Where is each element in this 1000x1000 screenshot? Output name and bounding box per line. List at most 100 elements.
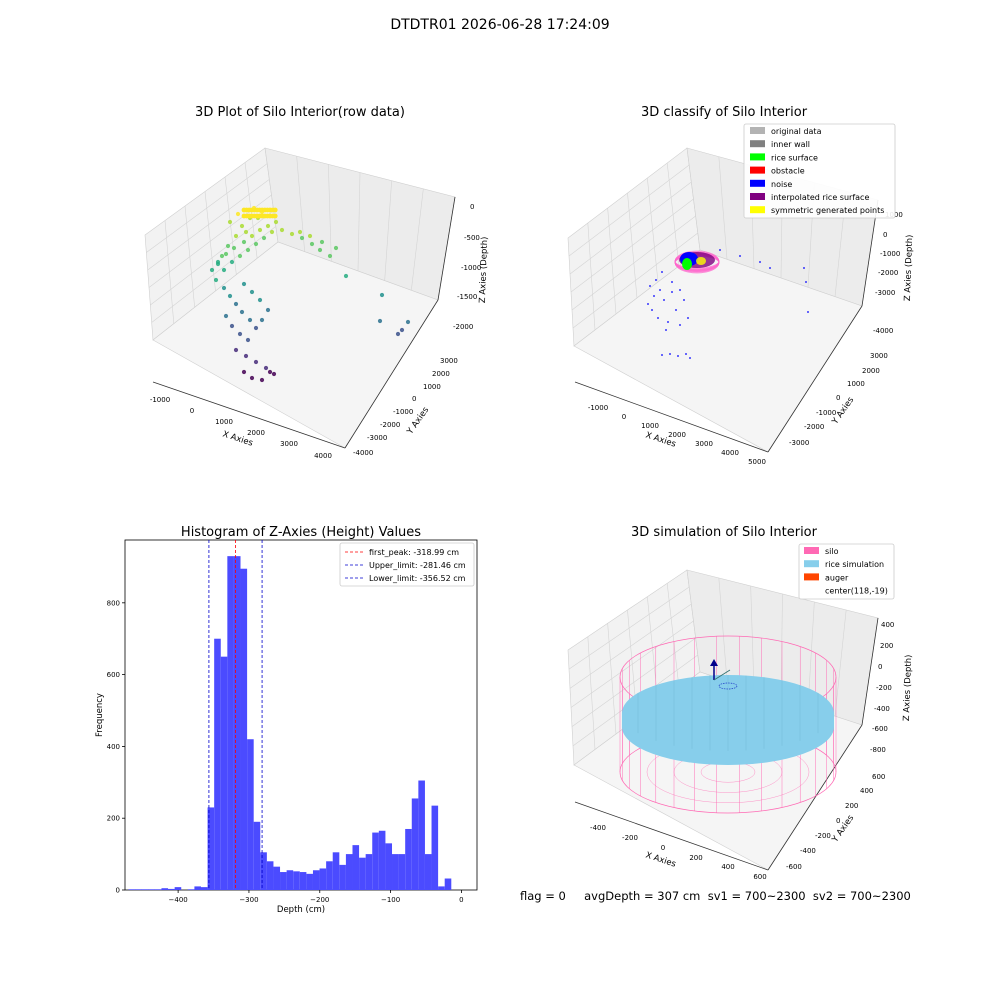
raw-point	[297, 229, 303, 235]
noise-point	[669, 353, 671, 355]
symmetric-ring	[674, 251, 720, 272]
panel1-ytick-6: -3000	[367, 434, 387, 442]
panel4-legend-frame	[798, 543, 895, 600]
raw-point	[272, 207, 278, 213]
panel4-ytick-6: -600	[786, 863, 802, 871]
noise-point	[739, 255, 741, 257]
histogram-bar	[339, 864, 346, 890]
noise-point	[685, 353, 687, 355]
legend-swatch	[750, 179, 765, 187]
noise-point	[759, 261, 761, 263]
legend-swatch	[750, 140, 765, 148]
histogram-bar	[128, 889, 136, 890]
noise-point	[647, 303, 649, 305]
raw-point	[299, 235, 305, 241]
panel2-ytick-6: -3000	[789, 439, 809, 447]
raw-point	[237, 331, 243, 337]
raw-point	[257, 227, 263, 233]
legend-swatch	[750, 153, 765, 161]
legend-label: Lower_limit: -356.52 cm	[369, 574, 466, 583]
legend-label: Upper_limit: -281.46 cm	[369, 561, 466, 570]
noise-point	[679, 324, 681, 326]
legend-label: rice surface	[771, 153, 818, 162]
histogram-bar	[253, 821, 261, 890]
panel4-xtick-3: 200	[689, 854, 702, 862]
histogram-bar	[207, 807, 215, 890]
noise-point	[807, 311, 809, 313]
raw-point	[405, 319, 411, 325]
panel1-z-axis	[437, 196, 456, 301]
auger-arm	[713, 669, 731, 681]
gridline	[572, 232, 699, 329]
panel1-zlabel: Z Axies (Depth)	[478, 236, 490, 303]
panel1-y-axis	[344, 299, 439, 449]
noise-point	[661, 354, 663, 356]
panel3-ylabel: Frequency	[95, 693, 105, 737]
panel1-xtick-5: 4000	[314, 452, 332, 460]
noise-point	[665, 329, 667, 331]
raw-point	[229, 259, 235, 265]
raw-point	[263, 365, 269, 371]
histogram-bar	[227, 556, 234, 890]
panel2-legend: original data inner wall rice surface obsta…	[743, 123, 896, 219]
noise-point	[653, 295, 655, 297]
panel4-z-axis	[861, 617, 879, 726]
raw-point	[245, 337, 251, 343]
panel4-ytick-4: -200	[815, 832, 831, 840]
panel-classify-3d: 3D classify of Silo Interior -1000 0 100…	[567, 105, 915, 466]
histogram-bar	[293, 871, 300, 890]
panel1-ztick-3: -1500	[457, 293, 477, 301]
panel2-ytick-3: 0	[836, 394, 840, 402]
panel4-ytick-0: 600	[872, 773, 885, 781]
histogram-bar	[286, 870, 294, 890]
x-tick-label: −300	[239, 896, 258, 904]
noise-point	[679, 289, 681, 291]
panel4-ztick-2: 0	[878, 663, 882, 671]
histogram-bar	[424, 854, 432, 890]
gridline	[328, 164, 332, 262]
panel2-points	[647, 249, 809, 359]
histogram-bar	[352, 845, 360, 890]
raw-point	[241, 239, 247, 245]
panel4-grid	[568, 577, 847, 750]
panel1-ytick-1: 2000	[432, 370, 450, 378]
raw-point	[272, 213, 278, 219]
panel1-ztick-2: -1000	[461, 264, 481, 272]
histogram-bar	[392, 854, 399, 890]
legend-label: original data	[771, 127, 822, 136]
noise-point	[683, 299, 685, 301]
raw-point	[219, 253, 225, 259]
panel3-legend-frame	[339, 542, 475, 587]
raw-point	[239, 223, 245, 229]
raw-point	[279, 227, 285, 233]
noise-point	[655, 279, 657, 281]
raw-point	[307, 233, 313, 239]
panel1-ytick-5: -2000	[380, 421, 400, 429]
histogram-bar	[260, 852, 267, 890]
panel4-legend: silo rice simulation auger center(118,-19)	[798, 543, 895, 600]
raw-point	[223, 313, 229, 319]
raw-point	[249, 233, 255, 239]
panel2-ytick-4: -1000	[816, 409, 836, 417]
legend-label: rice simulation	[825, 560, 884, 569]
noise-point	[651, 309, 653, 311]
raw-point	[273, 219, 279, 225]
raw-point	[249, 289, 255, 295]
histogram-bar	[359, 857, 366, 890]
panel4-ytick-1: 400	[860, 787, 873, 795]
gridline	[411, 188, 424, 291]
histogram-bar	[174, 887, 182, 890]
legend-swatch	[750, 166, 765, 174]
legend-label: auger	[825, 573, 849, 582]
noise-point	[671, 281, 673, 283]
histogram-bar	[161, 888, 169, 890]
raw-point	[247, 317, 253, 323]
raw-point	[225, 243, 231, 249]
y-tick-label: 800	[107, 599, 120, 607]
panel1-ytick-7: -4000	[353, 449, 373, 457]
histogram-bar	[378, 830, 386, 890]
noise-point	[805, 281, 807, 283]
auger-arrow-head	[710, 659, 718, 666]
histogram-bar	[168, 888, 175, 890]
x-tick-label: −100	[381, 896, 400, 904]
